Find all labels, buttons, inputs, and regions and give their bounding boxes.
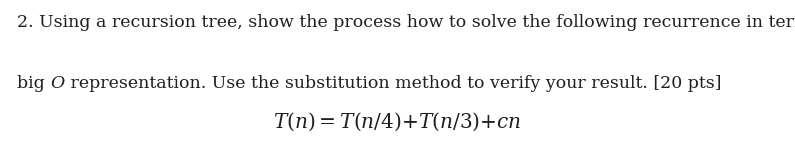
Text: $T(n) = T(n/4){+}T(n/3){+}cn$: $T(n) = T(n/4){+}T(n/3){+}cn$ (273, 110, 522, 133)
Text: big: big (17, 76, 51, 93)
Text: O: O (51, 76, 65, 93)
Text: representation. Use the substitution method to verify your result. [20 pts]: representation. Use the substitution met… (65, 76, 722, 93)
Text: 2. Using a recursion tree, show the process how to solve the following recurrenc: 2. Using a recursion tree, show the proc… (17, 14, 795, 31)
